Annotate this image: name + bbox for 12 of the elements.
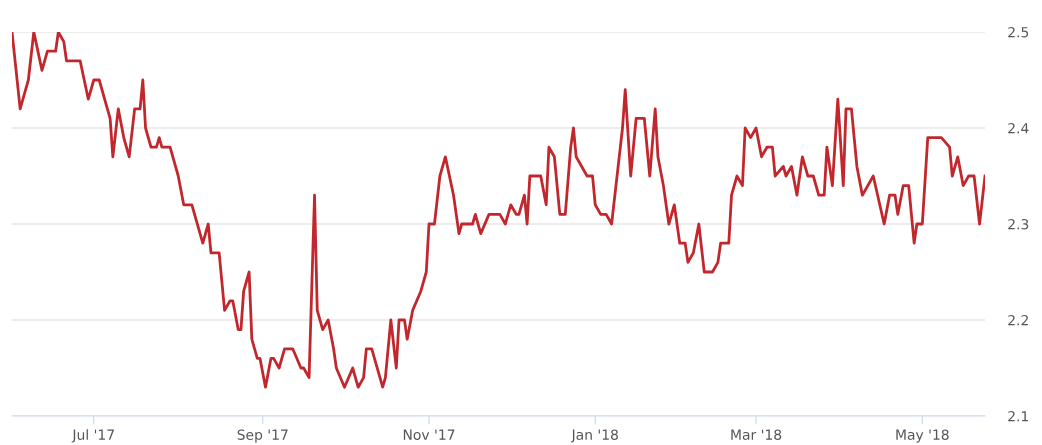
x-tick-label: Jan '18 xyxy=(570,429,618,443)
x-tick-label: Jul '17 xyxy=(71,429,114,443)
y-tick-label: 2.3 xyxy=(1008,218,1029,230)
x-tick-label: Mar '18 xyxy=(731,429,782,440)
x-tick-label: Sep '17 xyxy=(237,429,288,443)
x-tick-label: May '18 xyxy=(896,429,949,443)
y-tick-label: 2.2 xyxy=(1008,314,1028,326)
y-tick-label: 2.1 xyxy=(1008,410,1029,422)
y-tick-label: 2.4 xyxy=(1008,122,1029,134)
line-series xyxy=(12,32,985,389)
y-tick-label: 2.5 xyxy=(1008,26,1029,38)
x-tick-label: Nov '17 xyxy=(403,429,455,440)
